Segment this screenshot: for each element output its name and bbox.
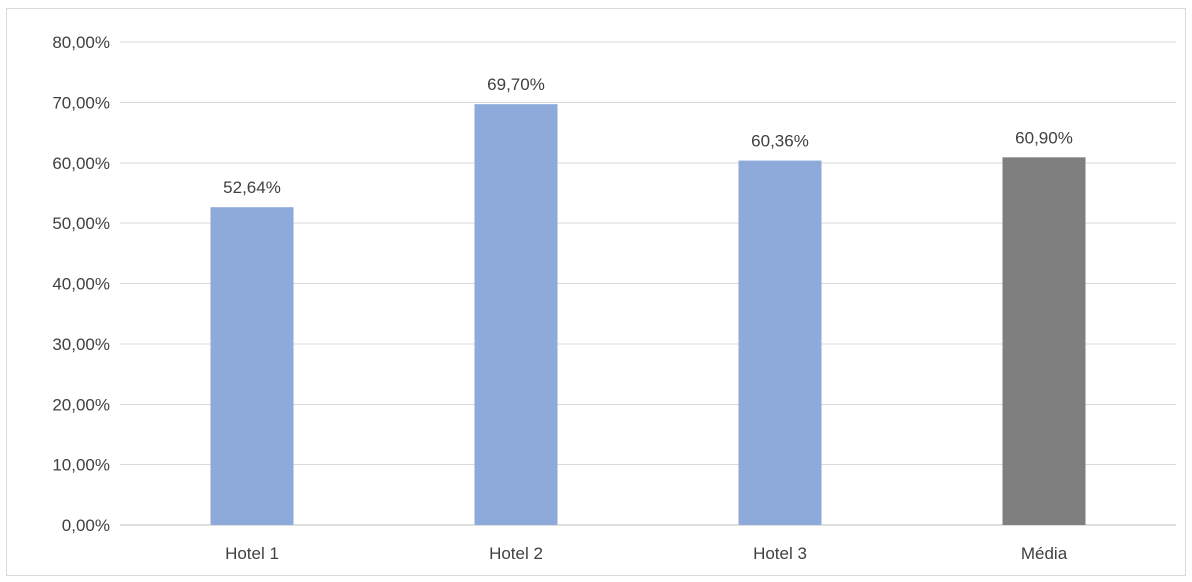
data-label: 60,90%	[1015, 128, 1073, 147]
y-tick-label: 80,00%	[52, 33, 110, 52]
y-tick-label: 50,00%	[52, 214, 110, 233]
y-tick-label: 20,00%	[52, 395, 110, 414]
bars	[210, 104, 1086, 525]
x-tick-label: Hotel 1	[225, 544, 279, 563]
bar-hotel-1	[210, 207, 294, 525]
data-label: 69,70%	[487, 75, 545, 94]
y-tick-label: 70,00%	[52, 93, 110, 112]
y-tick-label: 0,00%	[62, 516, 110, 535]
bar-hotel-2	[474, 104, 558, 525]
x-tick-label: Média	[1021, 544, 1068, 563]
gridlines	[120, 41, 1176, 526]
data-label: 60,36%	[751, 132, 809, 151]
data-labels: 52,64% 69,70% 60,36% 60,90%	[223, 75, 1073, 197]
bar-hotel-3	[738, 160, 822, 525]
y-tick-label: 30,00%	[52, 335, 110, 354]
x-tick-label: Hotel 3	[753, 544, 807, 563]
bar-média	[1002, 157, 1086, 525]
y-tick-label: 10,00%	[52, 456, 110, 475]
y-tick-label: 60,00%	[52, 154, 110, 173]
x-tick-label: Hotel 2	[489, 544, 543, 563]
x-axis-tick-labels: Hotel 1 Hotel 2 Hotel 3 Média	[225, 544, 1068, 563]
data-label: 52,64%	[223, 178, 281, 197]
y-axis-tick-labels: 0,00% 10,00% 20,00% 30,00% 40,00% 50,00% 60,00…	[52, 33, 110, 535]
y-tick-label: 40,00%	[52, 275, 110, 294]
